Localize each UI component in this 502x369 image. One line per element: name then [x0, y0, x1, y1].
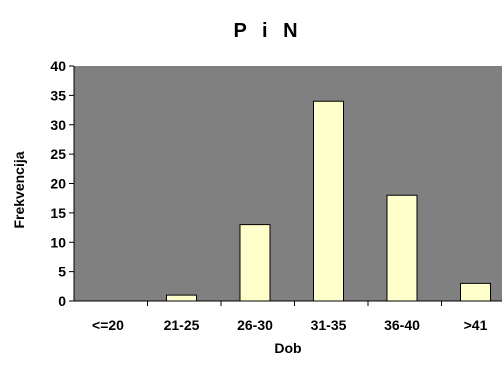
- chart-title: P i N: [233, 20, 302, 42]
- x-tick-label: >41: [464, 317, 488, 333]
- x-tick-label: 21-25: [164, 317, 200, 333]
- bars: [166, 100, 491, 302]
- plot-area: [74, 66, 502, 301]
- y-tick-label: 25: [50, 146, 66, 162]
- x-tick-label: 26-30: [237, 317, 273, 333]
- bar-5: [460, 282, 491, 302]
- bar-4: [386, 194, 418, 302]
- y-tick-label: 10: [50, 234, 66, 250]
- y-axis-label: Frekvencija: [11, 151, 27, 228]
- x-tick-label: <=20: [92, 317, 124, 333]
- y-tick-label: 30: [50, 117, 66, 133]
- y-ticks: 0 5 10 15 20 25 30 35 40: [50, 58, 74, 309]
- x-tick-label: 36-40: [384, 317, 420, 333]
- y-tick-label: 20: [50, 176, 66, 192]
- y-tick-label: 0: [58, 293, 66, 309]
- y-tick-label: 35: [50, 87, 66, 103]
- x-tick-label: 31-35: [311, 317, 347, 333]
- x-axis-label: Dob: [274, 340, 301, 356]
- y-tick-label: 5: [58, 264, 66, 280]
- x-ticks: <=20 21-25 26-30 31-35 36-40 >41: [92, 301, 488, 333]
- y-tick-label: 15: [50, 205, 66, 221]
- y-tick-label: 40: [50, 58, 66, 74]
- bar-1: [166, 294, 197, 302]
- bar-3: [313, 100, 344, 302]
- bar-2: [239, 224, 271, 302]
